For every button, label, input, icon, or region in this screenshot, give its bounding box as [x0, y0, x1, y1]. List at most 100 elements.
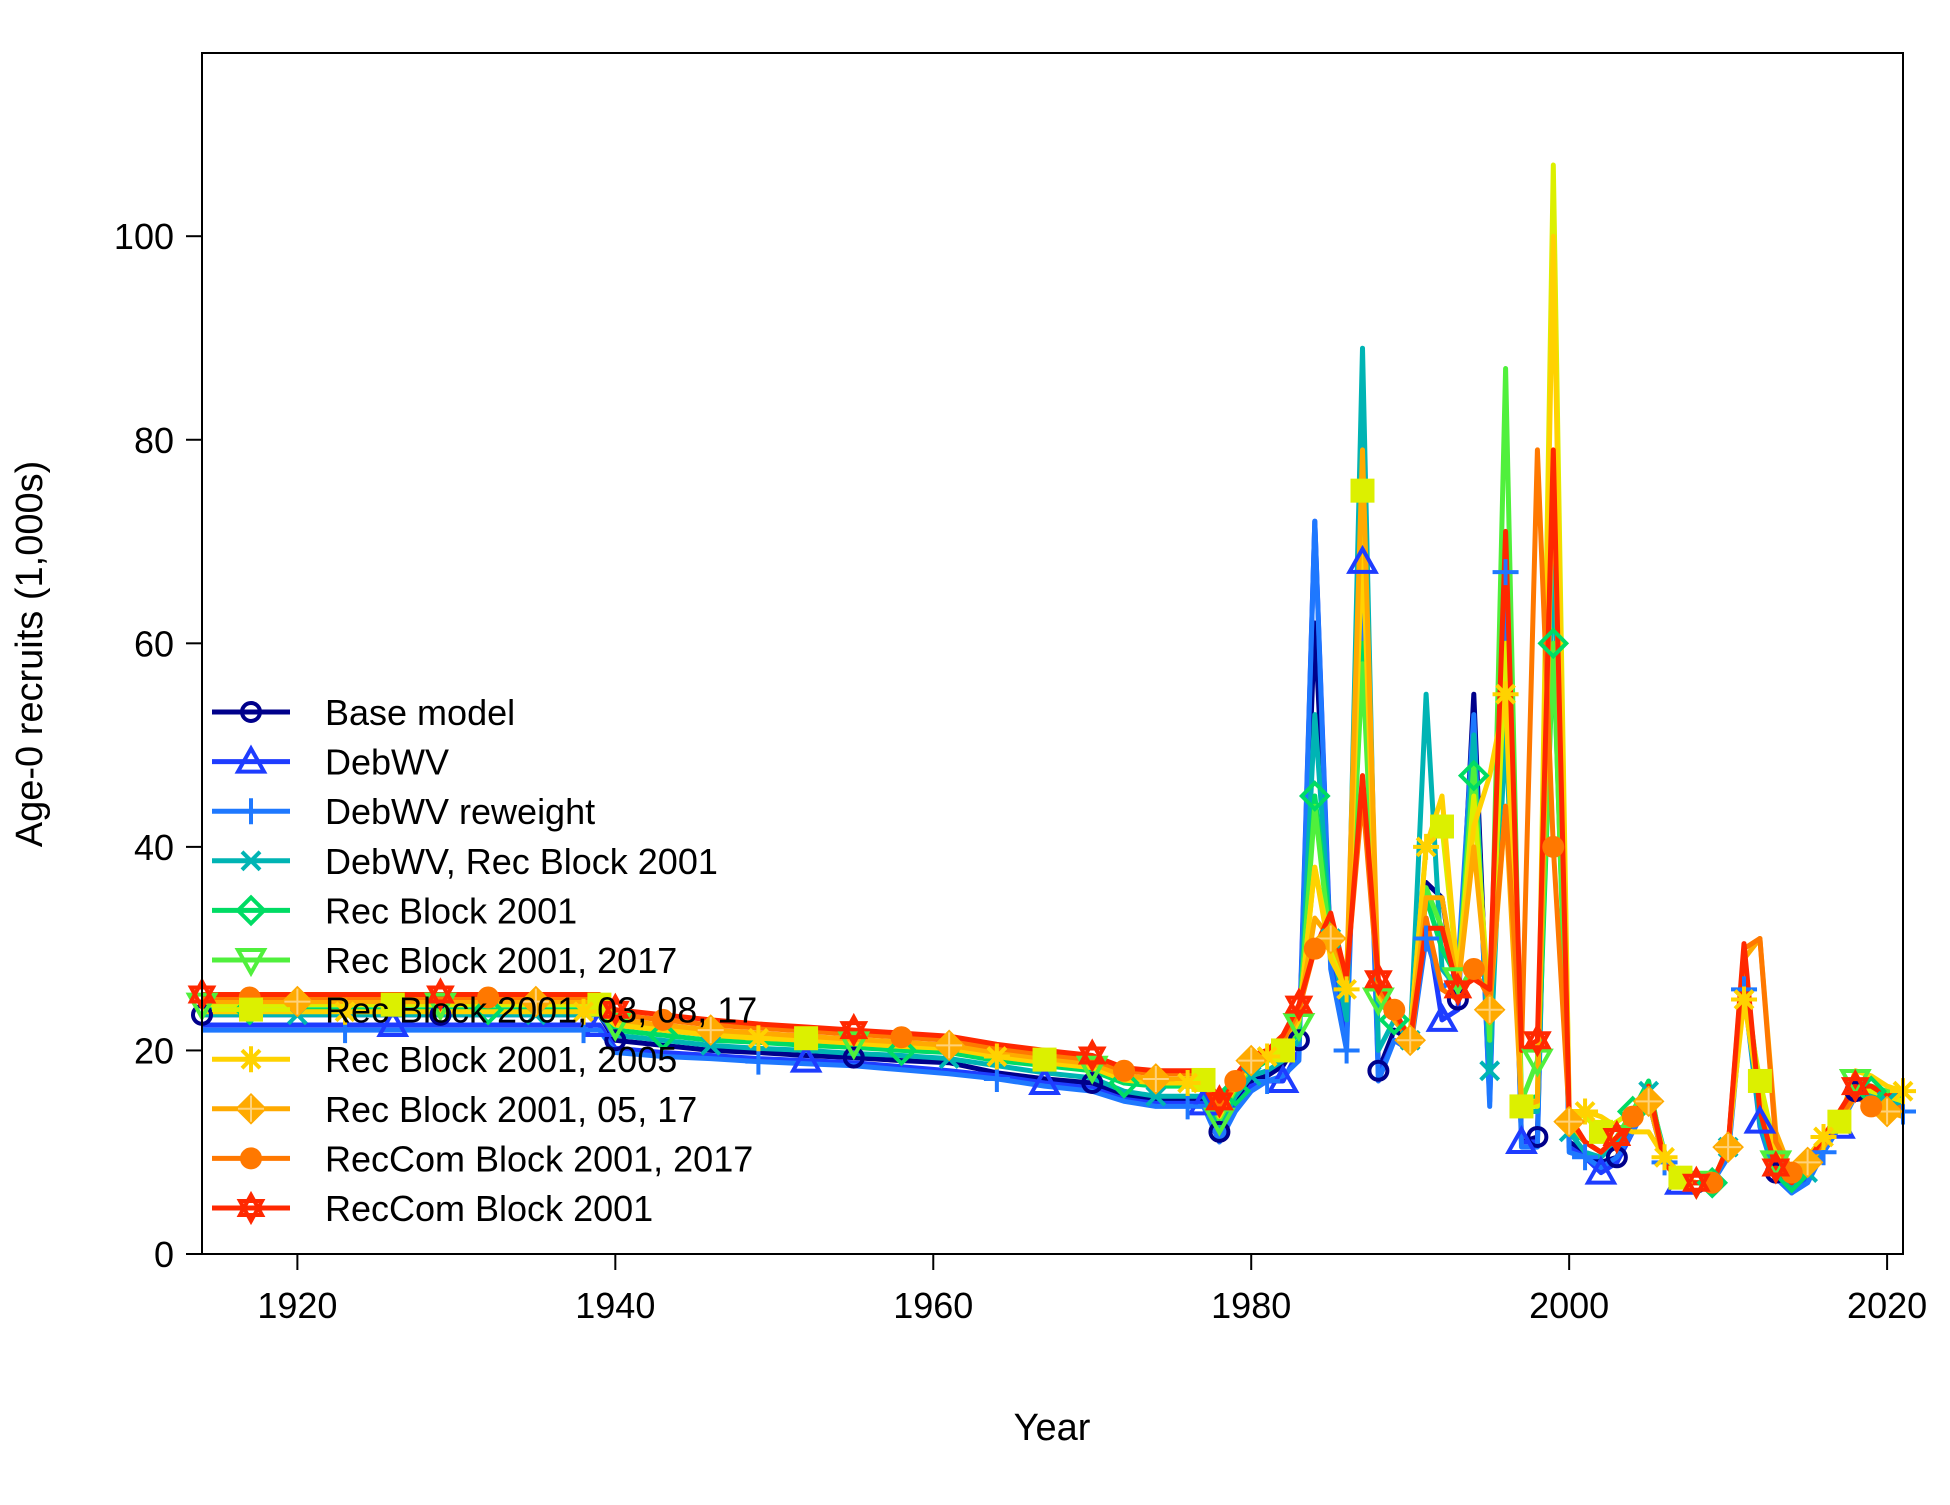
series-5-point: [647, 1019, 679, 1052]
series-9-point: [1553, 1105, 1585, 1138]
series-9-point: [933, 1029, 965, 1062]
legend-label: Rec Block 2001, 2017: [325, 940, 677, 981]
series-4-point: [1479, 1060, 1501, 1082]
legend-label: DebWV, Rec Block 2001: [325, 841, 718, 882]
x-tick-label: 1920: [257, 1285, 337, 1326]
series-1-point: [1367, 1059, 1390, 1082]
legend-label: Rec Block 2001, 05, 17: [325, 1089, 697, 1130]
axes: 1920 1940 1960 1980 2000 2020 0 20 40 60 80 100: [114, 216, 1927, 1326]
series-11-point: [600, 992, 630, 1027]
legend-label: DebWV: [325, 742, 449, 783]
series-10-point: [1860, 1095, 1883, 1118]
x-tick-label: 1980: [1211, 1285, 1291, 1326]
plot-frame: [201, 52, 1904, 1255]
legend-marker: [239, 997, 263, 1022]
series-2-point: [376, 1007, 410, 1037]
series-3-point: [1413, 925, 1440, 952]
series-8-point: [1413, 833, 1440, 860]
y-tick-label: 80: [134, 420, 174, 461]
legend-marker: [240, 850, 262, 872]
series-10-point: [1383, 998, 1406, 1021]
y-tick-label: 60: [134, 623, 174, 664]
series-2-point: [1584, 1155, 1618, 1185]
legend-item: DebWV: [212, 742, 449, 783]
series-2-point: [1346, 544, 1379, 574]
legend-marker: [234, 948, 268, 978]
series-5-point: [1298, 780, 1331, 812]
legend-marker: [238, 1046, 264, 1073]
series-9-point: [694, 1014, 727, 1046]
legend-label: DebWV reweight: [325, 791, 595, 832]
series-6-point: [1075, 1055, 1109, 1085]
legend-item: DebWV reweight: [212, 791, 595, 832]
legend-item: RecCom Block 2001, 2017: [212, 1138, 753, 1179]
series-11-point: [1443, 972, 1473, 1007]
series-7-point: [1827, 1109, 1852, 1134]
series-2-point: [1505, 1124, 1538, 1155]
series-3-point: [1333, 1037, 1360, 1064]
series-9-point: [1712, 1131, 1744, 1163]
series-8-point: [1572, 1098, 1599, 1125]
series-4-point: [1145, 1085, 1167, 1107]
series-10-point: [1303, 937, 1326, 960]
series-markers: [185, 478, 1916, 1200]
legend-label: Rec Block 2001: [325, 890, 577, 931]
legend-marker: [235, 1092, 267, 1125]
legend-item: DebWV, Rec Block 2001: [212, 841, 718, 882]
series-1-point: [1526, 1125, 1549, 1148]
series-10-point: [652, 1008, 675, 1031]
legend-item: Rec Block 2001, 03, 08, 17: [212, 990, 757, 1031]
series-5-point: [1457, 759, 1490, 792]
legend-marker: [235, 894, 267, 927]
series-10-point: [1224, 1069, 1247, 1092]
series-5-point: [885, 1034, 918, 1067]
x-tick-label: 2000: [1529, 1285, 1609, 1326]
series-8-point: [570, 998, 597, 1025]
series-1-point: [1081, 1072, 1104, 1095]
series-7-point: [380, 992, 405, 1017]
legend-item: Rec Block 2001: [212, 890, 577, 931]
series-lines: [202, 162, 1904, 1196]
series-5-point: [1537, 627, 1570, 660]
series-11-point: [1840, 1068, 1870, 1104]
legend-label: Rec Block 2001, 03, 08, 17: [325, 990, 757, 1031]
legend-label: RecCom Block 2001, 2017: [325, 1138, 753, 1179]
series-6-point: [837, 1031, 871, 1061]
series-7-point: [1429, 814, 1454, 839]
x-axis-label: Year: [1014, 1407, 1091, 1449]
series-3-point: [1572, 1144, 1599, 1171]
series-8-point: [983, 1043, 1010, 1070]
legend-label: Base model: [325, 692, 515, 733]
legend-item: RecCom Block 2001: [212, 1188, 653, 1229]
series-11-point: [426, 977, 455, 1012]
series-6-point: [424, 992, 457, 1022]
series-2-point: [789, 1043, 823, 1073]
x-tick-label: 1960: [893, 1285, 973, 1326]
series-11-point: [1681, 1165, 1711, 1200]
series-2-point: [1028, 1065, 1061, 1096]
x-tick-label: 2020: [1847, 1285, 1927, 1326]
series-11-point: [1077, 1038, 1107, 1073]
series-8-point: [1174, 1070, 1201, 1097]
series-3-point: [745, 1048, 772, 1075]
series-7-point: [1350, 478, 1375, 503]
series-8-point: [1731, 986, 1758, 1013]
series-1-point: [604, 1029, 627, 1052]
series-5-point: [1108, 1067, 1140, 1099]
legend-item: Rec Block 2001, 05, 17: [212, 1089, 697, 1130]
series-10-point: [1542, 835, 1565, 858]
series-8-point: [1333, 976, 1360, 1003]
legend-marker: [236, 1190, 266, 1226]
series-1-point: [842, 1046, 865, 1069]
series-11-point: [839, 1012, 869, 1048]
series-7-point: [1191, 1067, 1216, 1092]
series-11-point: [1761, 1150, 1791, 1185]
series-3-point: [983, 1065, 1010, 1092]
series-5-point: [472, 993, 504, 1026]
series-8-point: [1810, 1123, 1837, 1150]
series-8-point: [1492, 681, 1519, 708]
series-9-point: [1394, 1024, 1427, 1057]
legend: Base model DebWV DebWV reweight DebWV, Rec …: [212, 692, 757, 1229]
